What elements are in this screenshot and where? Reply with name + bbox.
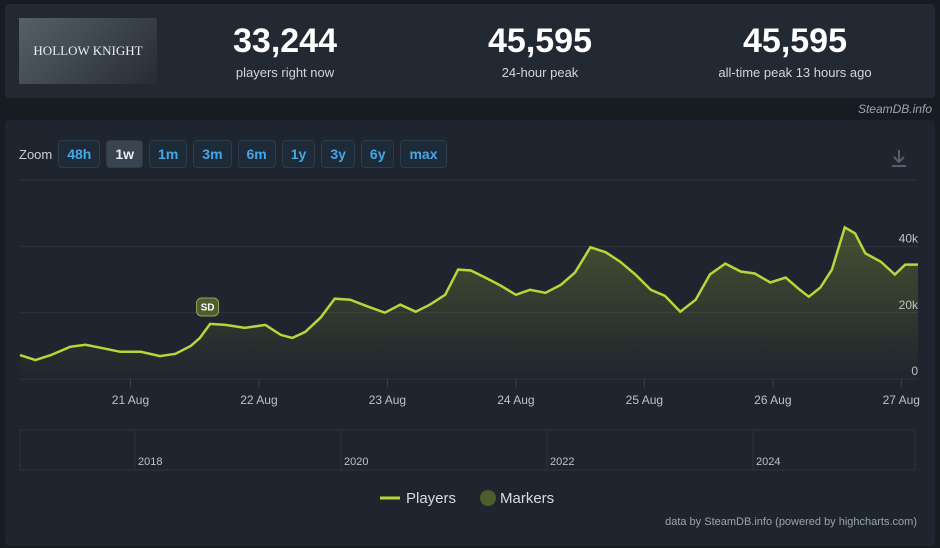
x-tick-label: 26 Aug [754,393,791,407]
zoom-label: Zoom [19,146,53,162]
stat: 45,595 all-time peak 13 hours ago [685,22,905,80]
zoom-button[interactable]: 1m [149,140,188,168]
credit: data by SteamDB.info (powered by highcha… [665,516,917,528]
stat-label: 24-hour peak [501,65,579,80]
x-tick-label: 22 Aug [240,393,277,407]
navigator-label: 2020 [344,456,368,468]
site-label: SteamDB.info [857,102,932,116]
stats-bar: HOLLOW KNIGHT 33,244 players right now 45… [5,4,935,98]
marker [196,297,220,317]
stat-label: players right now [235,65,335,80]
zoom-button[interactable]: 6m [237,140,276,168]
x-tick-label: 25 Aug [626,393,663,407]
zoom-button[interactable]: 3y [321,140,355,168]
marker-label: SD [201,303,215,314]
stat: 45,595 24-hour peak [430,22,650,80]
game-logo: HOLLOW KNIGHT [19,18,157,84]
legend-label: Players [406,490,456,507]
navigator-label: 2022 [550,456,574,468]
stat-label: all-time peak 13 hours ago [718,65,872,80]
stat-value: 45,595 [743,22,847,60]
navigator [19,429,916,471]
navigator-label: 2018 [138,456,162,468]
x-tick-label: 27 Aug [883,393,920,407]
line [19,225,918,362]
zoom-button[interactable]: 3m [193,140,232,168]
download-icon[interactable] [892,150,906,167]
stat-value: 33,244 [233,22,337,60]
x-tick-label: 24 Aug [497,393,534,407]
x-tick-label: 21 Aug [112,393,149,407]
zoom-button[interactable]: 1y [281,140,316,168]
zoom-button[interactable]: max [400,140,447,168]
legend-swatch [480,490,496,506]
navigator-label: 2024 [756,456,780,468]
area [20,227,918,379]
stat-value: 45,595 [488,22,592,60]
zoom-button[interactable]: 1w [106,140,144,168]
legend-label: Markers [500,490,554,507]
zoom-button[interactable]: 48h [58,140,101,168]
stat: 33,244 players right now [175,22,395,80]
zoom-bar: Zoom 48h 1w 1m 3m 6m 1y 3y 6y max [19,140,447,168]
y-tick-label: 40k [899,232,919,246]
zoom-button[interactable]: 6y [360,140,395,168]
x-tick-label: 23 Aug [369,393,406,407]
